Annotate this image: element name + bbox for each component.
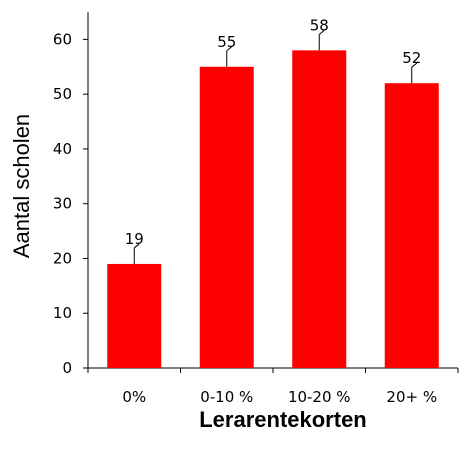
bar-2 <box>292 50 347 368</box>
data-label: 58 <box>310 16 329 34</box>
y-tick-label: 40 <box>53 140 72 158</box>
plot-area: 0 10 20 30 40 50 60 19 0% 55 0-10 % 58 10-20 % 52 20+ … <box>53 12 459 406</box>
y-tick-label: 30 <box>53 195 72 213</box>
y-tick-label: 60 <box>53 30 72 48</box>
data-label-leader <box>226 46 233 52</box>
data-label-leader <box>411 62 418 68</box>
y-tick-label: 20 <box>53 249 72 267</box>
y-tick-label: 10 <box>53 304 72 322</box>
y-axis-label: Aantal scholen <box>9 114 34 258</box>
data-label: 52 <box>402 49 421 67</box>
x-tick-label: 0-10 % <box>200 388 253 406</box>
x-tick-label: 10-20 % <box>288 388 351 406</box>
data-label: 55 <box>217 33 236 51</box>
bar-3 <box>384 83 439 368</box>
x-axis-label: Lerarentekorten <box>199 407 367 432</box>
x-tick-label: 20+ % <box>386 388 437 406</box>
x-tick-label: 0% <box>122 388 146 406</box>
bar-1 <box>199 66 254 369</box>
bar-0 <box>107 263 162 368</box>
y-tick-label: 50 <box>53 85 72 103</box>
data-label-leader <box>133 243 140 249</box>
data-label: 19 <box>125 230 144 248</box>
y-tick-label: 0 <box>62 359 72 377</box>
data-label-leader <box>318 29 325 35</box>
